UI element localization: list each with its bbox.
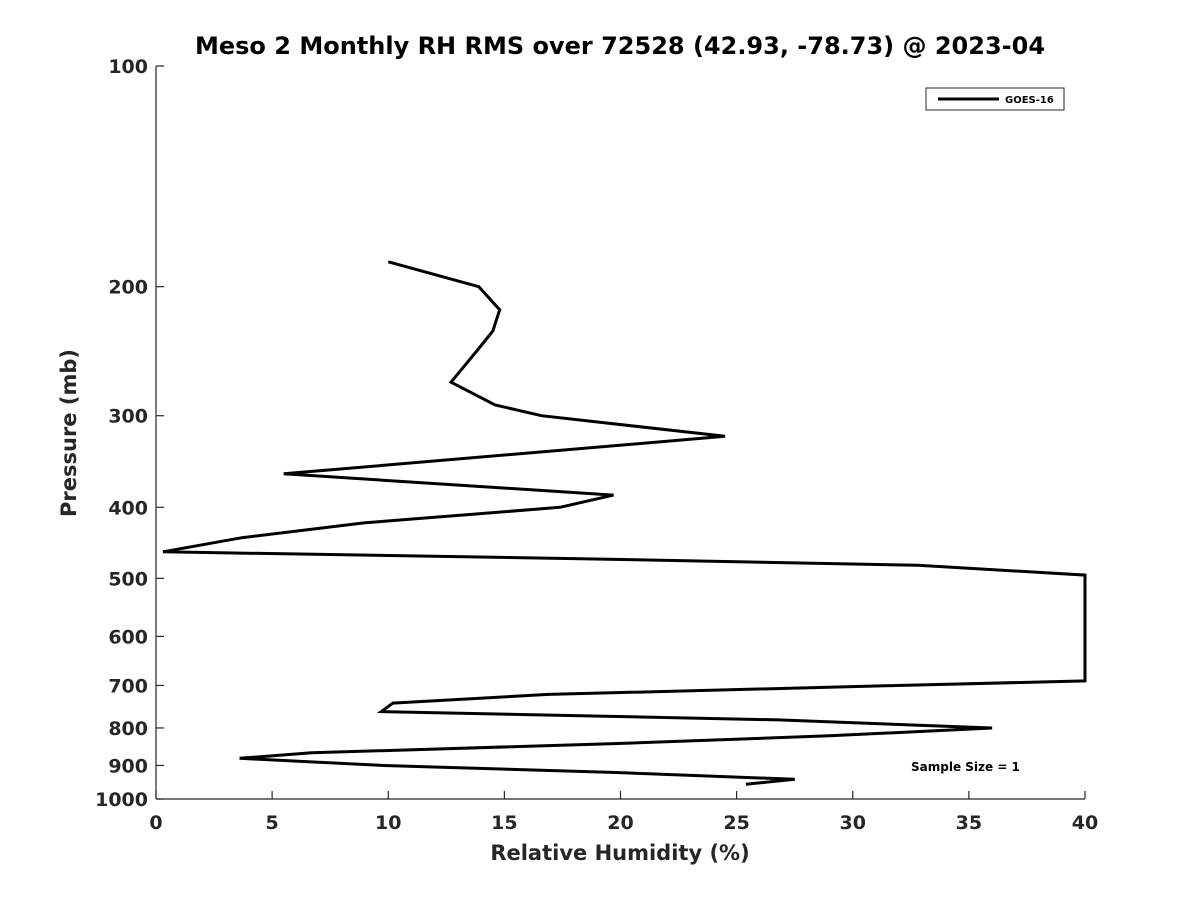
y-tick-label: 300: [108, 406, 148, 428]
y-tick-label: 100: [108, 56, 148, 78]
y-axis-label: Pressure (mb): [57, 349, 81, 517]
chart-title: Meso 2 Monthly RH RMS over 72528 (42.93,…: [195, 32, 1045, 60]
legend: GOES-16: [925, 87, 1065, 111]
x-tick-label: 30: [840, 812, 866, 834]
x-axis-label: Relative Humidity (%): [490, 841, 749, 865]
y-tick-label: 600: [108, 626, 148, 648]
x-tick-label: 5: [266, 812, 279, 834]
x-tick-label: 40: [1072, 812, 1098, 834]
series-line-goes-16: [162, 260, 1087, 786]
y-tick-label: 700: [108, 675, 148, 697]
y-tick-label: 400: [108, 497, 148, 519]
x-tick-label: 10: [375, 812, 401, 834]
x-tick-label: 35: [956, 812, 982, 834]
x-ticks: 0 5 10 15 20 25 30 35 40: [149, 791, 1098, 834]
x-tick-label: 0: [149, 812, 162, 834]
x-tick-label: 20: [607, 812, 633, 834]
x-tick-label: 25: [723, 812, 749, 834]
series-layer: [162, 260, 1087, 786]
sample-size-annotation: Sample Size = 1: [911, 760, 1020, 774]
y-ticks: 100 200 300 400 500 600 700 800 900 1000: [95, 56, 164, 811]
y-tick-label: 800: [108, 718, 148, 740]
y-tick-label: 500: [108, 568, 148, 590]
y-tick-label: 1000: [95, 789, 148, 811]
legend-label-goes-16: GOES-16: [1005, 95, 1054, 106]
x-tick-label: 15: [491, 812, 517, 834]
y-tick-label: 900: [108, 755, 148, 777]
plot-area: 0 5 10 15 20 25 30 35 40 100 200 300 400 500 600 700 80…: [95, 56, 1098, 834]
y-tick-label: 200: [108, 277, 148, 299]
